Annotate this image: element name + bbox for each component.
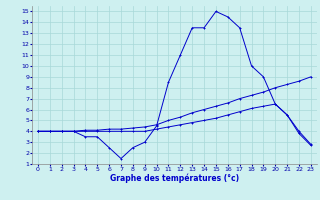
X-axis label: Graphe des températures (°c): Graphe des températures (°c) (110, 173, 239, 183)
